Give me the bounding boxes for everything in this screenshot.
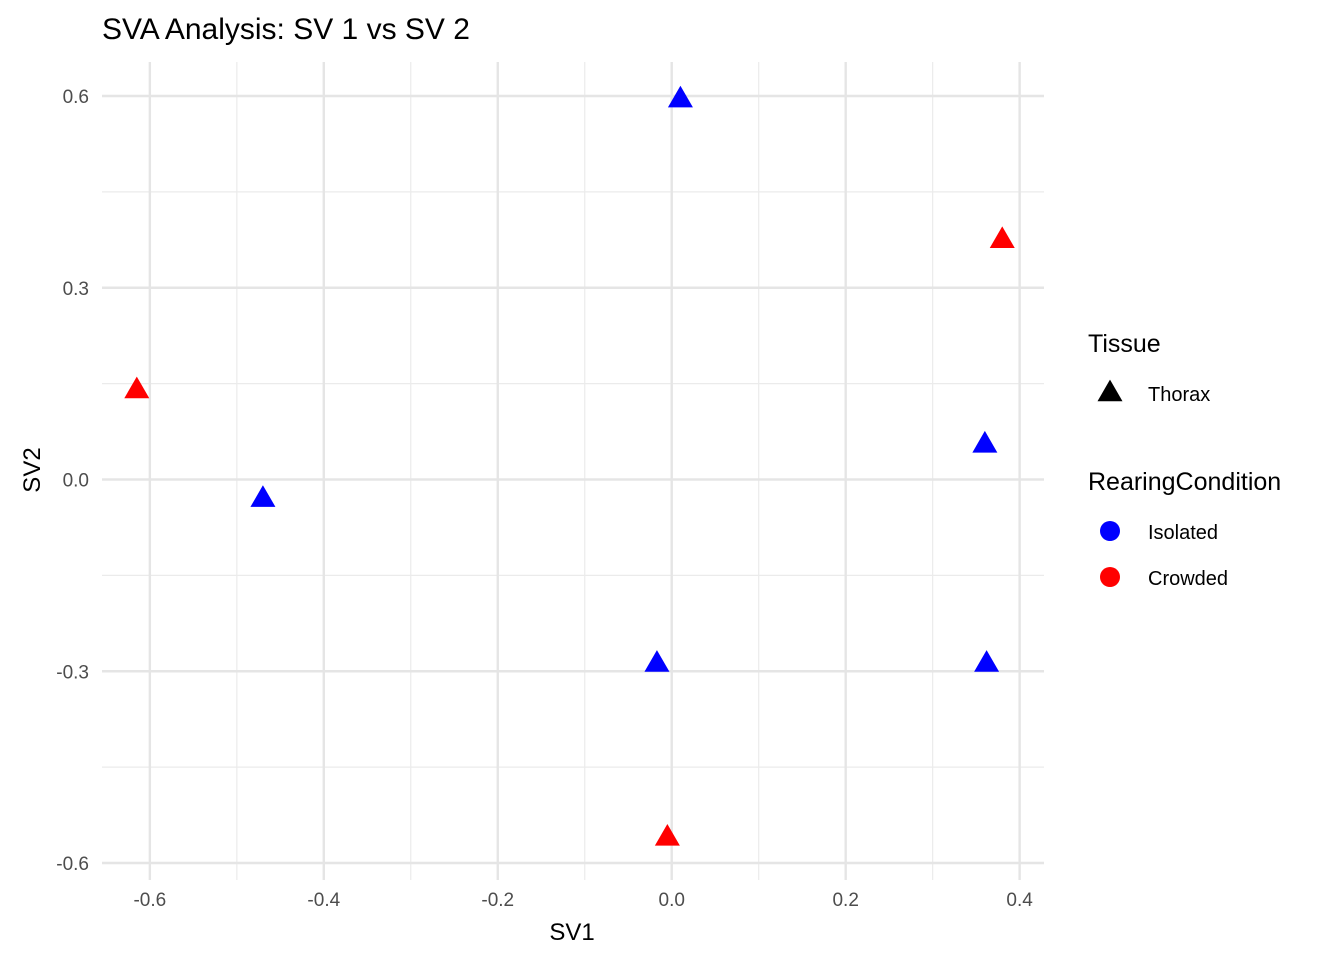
x-tick-label: -0.4: [307, 890, 340, 911]
axis-ticks: -0.6 -0.4 -0.2 0.0 0.2 0.4 0.6 0.3 0.0 -0.3 -0.6: [56, 87, 1033, 911]
y-axis-label: SV2: [19, 447, 46, 492]
data-point-isolated: [250, 485, 276, 507]
y-tick-label: 0.6: [63, 87, 89, 108]
y-tick-label: -0.6: [56, 854, 89, 875]
data-point-crowded: [124, 376, 150, 399]
x-tick-label: -0.6: [133, 890, 166, 911]
data-point-crowded: [989, 226, 1015, 249]
legend-item-label: Crowded: [1148, 568, 1228, 590]
data-point-isolated: [644, 650, 670, 672]
x-axis-label: SV1: [549, 919, 594, 946]
chart-title: SVA Analysis: SV 1 vs SV 2: [102, 13, 470, 46]
data-point-isolated: [972, 430, 998, 453]
legend-key-triangle: [1097, 379, 1123, 402]
y-tick-label: 0.3: [63, 279, 89, 300]
legend-item-label: Thorax: [1148, 384, 1210, 406]
legend-title: Tissue: [1088, 330, 1161, 358]
legend-item-label: Isolated: [1148, 522, 1218, 544]
legend-key-dot: [1100, 521, 1120, 541]
data-point-crowded: [654, 824, 680, 846]
x-tick-label: -0.2: [481, 890, 514, 911]
y-tick-label: -0.3: [56, 662, 89, 683]
legend: Tissue Thorax RearingCondition Isolated Crow…: [1088, 330, 1281, 590]
x-tick-label: 0.4: [1006, 890, 1033, 911]
data-points: [124, 85, 1015, 846]
data-point-isolated: [974, 650, 1000, 672]
x-tick-label: 0.2: [832, 890, 858, 911]
x-tick-label: 0.0: [659, 890, 685, 911]
y-tick-label: 0.0: [63, 471, 89, 492]
legend-title: RearingCondition: [1088, 468, 1281, 496]
grid: [102, 62, 1044, 880]
legend-key-dot: [1100, 567, 1120, 587]
data-point-isolated: [667, 85, 693, 108]
